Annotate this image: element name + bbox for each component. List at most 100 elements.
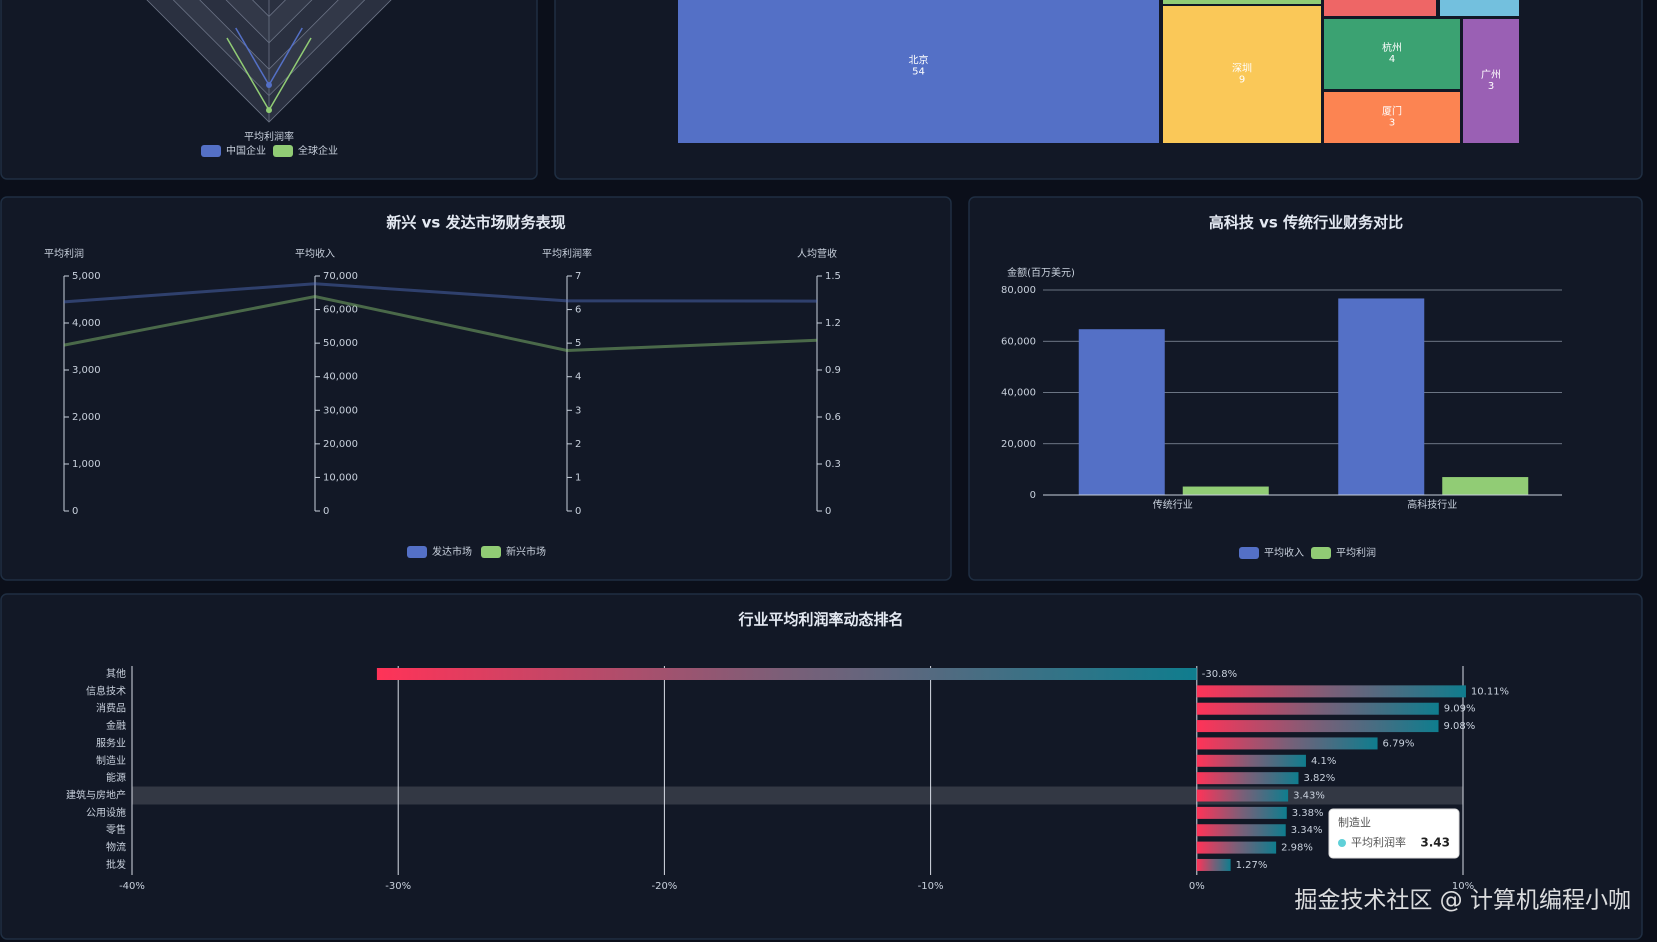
- y-tick-label: 40,000: [1001, 388, 1036, 399]
- y-tick-label: 金融: [106, 719, 126, 732]
- x-tick-label: 传统行业: [1153, 498, 1193, 511]
- treemap-cell: [1440, 0, 1519, 16]
- y-tick-label: 60,000: [323, 305, 358, 316]
- y-tick-label: 4,000: [72, 318, 101, 329]
- bar: [1196, 858, 1231, 871]
- treemap-value: 3: [1389, 118, 1395, 129]
- y-tick-label: 0: [72, 506, 78, 517]
- x-tick-label: -20%: [651, 881, 677, 892]
- row-highlight: [132, 786, 1463, 805]
- y-tick-label: 零售: [106, 823, 126, 836]
- y-tick-label: 5: [575, 338, 581, 349]
- y-tick-label: 2,000: [72, 412, 101, 423]
- tooltip-value: 3.43: [1420, 836, 1450, 850]
- y-tick-label: 1.5: [825, 271, 841, 282]
- value-label: 9.09%: [1444, 704, 1476, 715]
- radar-indicator: 平均利润率: [244, 130, 294, 143]
- y-tick-label: 服务业: [96, 736, 126, 749]
- tooltip-dot: [1338, 839, 1346, 847]
- y-tick-label: 7: [575, 271, 581, 282]
- chart-title: 高科技 vs 传统行业财务对比: [1209, 214, 1403, 232]
- legend-swatch: [1239, 547, 1259, 559]
- value-label: 3.43%: [1293, 791, 1325, 802]
- tooltip-series: 平均利润率: [1351, 835, 1406, 849]
- y-tick-label: 1: [575, 472, 581, 483]
- treemap-cell: [1463, 19, 1519, 143]
- y-axis-label: 金额(百万美元): [1007, 266, 1075, 279]
- treemap-value: 4: [1389, 54, 1395, 65]
- radar-edge: [235, 27, 270, 86]
- y-tick-label: 3: [575, 405, 581, 416]
- chart-title: 新兴 vs 发达市场财务表现: [386, 214, 565, 232]
- axis-name: 平均利润: [44, 247, 84, 260]
- axis-name: 平均收入: [295, 247, 335, 260]
- tooltip: 制造业 平均利润率 3.43: [1328, 808, 1460, 859]
- treemap-cell: [1163, 0, 1321, 4]
- y-tick-label: 1.2: [825, 318, 841, 329]
- y-tick-label: 0: [575, 506, 581, 517]
- x-tick-label: -10%: [918, 881, 944, 892]
- x-tick-label: 0%: [1189, 881, 1205, 892]
- y-tick-label: 其他: [106, 667, 126, 680]
- bar: [1182, 486, 1269, 495]
- x-tick-label: 10%: [1452, 881, 1474, 892]
- y-tick-label: 20,000: [1001, 439, 1036, 450]
- y-tick-label: 0.6: [825, 412, 841, 423]
- y-tick-label: 80,000: [1001, 285, 1036, 296]
- y-tick-label: 6: [575, 305, 581, 316]
- y-tick-label: 物流: [106, 841, 126, 854]
- y-tick-label: 60,000: [1001, 336, 1036, 347]
- treemap-label: 厦门: [1382, 105, 1402, 118]
- legend-swatch: [201, 145, 221, 157]
- legend-swatch: [407, 546, 427, 558]
- value-label: 4.1%: [1311, 756, 1336, 767]
- value-label: 3.82%: [1303, 773, 1335, 784]
- y-tick-label: 4: [575, 372, 581, 383]
- value-label: 3.34%: [1291, 825, 1323, 836]
- y-tick-label: 10,000: [323, 472, 358, 483]
- y-tick-label: 30,000: [323, 405, 358, 416]
- legend-label: 平均利润: [1336, 546, 1376, 559]
- parallel-line: [63, 282, 818, 304]
- value-label: 6.79%: [1383, 738, 1415, 749]
- bar: [1196, 720, 1439, 733]
- legend-swatch: [481, 546, 501, 558]
- radar-edge: [268, 27, 303, 86]
- y-tick-label: 建筑与房地产: [66, 789, 126, 802]
- bar: [1196, 685, 1466, 698]
- treemap-cell: [678, 0, 1159, 143]
- legend-label: 中国企业: [226, 144, 266, 157]
- treemap-label: 北京: [909, 54, 929, 67]
- radar-edge: [268, 37, 312, 111]
- bar: [1078, 329, 1165, 495]
- bar: [1196, 824, 1286, 837]
- x-tick-label: -40%: [119, 881, 145, 892]
- y-tick-label: 2: [575, 439, 581, 450]
- bar-panel: [968, 196, 1643, 581]
- y-tick-label: 1,000: [72, 459, 101, 470]
- bar: [1442, 477, 1529, 495]
- x-tick-label: 高科技行业: [1407, 498, 1457, 511]
- value-label: 3.38%: [1292, 808, 1324, 819]
- treemap-cell: [1324, 19, 1460, 89]
- bar: [1196, 772, 1299, 785]
- y-tick-label: 能源: [106, 771, 126, 784]
- legend-label: 全球企业: [298, 144, 338, 157]
- y-tick-label: 0.9: [825, 365, 841, 376]
- chart-title: 行业平均利润率动态排名: [737, 611, 903, 629]
- y-tick-label: 40,000: [323, 372, 358, 383]
- radar-edge: [226, 37, 270, 111]
- legend-label: 新兴市场: [506, 545, 546, 558]
- bar: [1338, 298, 1425, 495]
- treemap-label: 广州: [1481, 69, 1501, 81]
- tooltip-title: 制造业: [1338, 815, 1371, 829]
- value-label: -30.8%: [1202, 669, 1237, 680]
- bar: [1196, 789, 1289, 802]
- bar: [1196, 806, 1287, 819]
- x-tick-label: -30%: [385, 881, 411, 892]
- treemap-cell: [1324, 92, 1460, 143]
- parallel-line: [63, 294, 818, 353]
